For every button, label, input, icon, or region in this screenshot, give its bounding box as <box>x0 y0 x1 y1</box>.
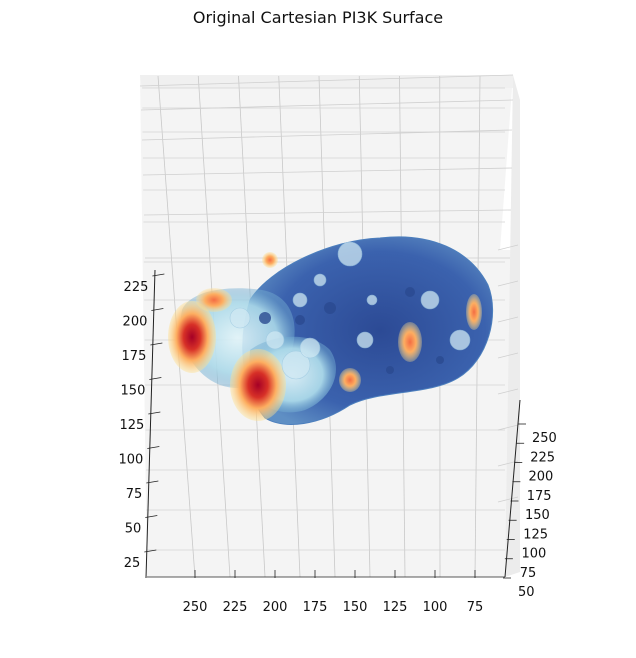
y-tick-label: 225 <box>530 450 555 465</box>
surface-bubble <box>337 241 363 267</box>
y-tick-label: 250 <box>532 431 557 446</box>
grid-line-side <box>497 424 519 431</box>
z-tick-mark <box>152 273 165 277</box>
grid-line-perspective <box>141 129 513 141</box>
y-tick-label: 75 <box>520 566 537 581</box>
y-tick-label: 50 <box>518 585 535 600</box>
z-tick-label: 225 <box>124 280 149 295</box>
x-tick-label: 100 <box>423 600 448 615</box>
z-tick-mark <box>146 480 159 484</box>
x-tick-label: 175 <box>303 600 328 615</box>
grid-line-perspective <box>140 99 514 111</box>
x-tick-label: 150 <box>343 600 368 615</box>
z-tick-mark <box>144 549 157 553</box>
surface-bubble <box>265 330 285 350</box>
x-tick-label: 75 <box>467 600 484 615</box>
hotspot-left <box>168 301 216 373</box>
tick-labels: 250 225 200 175 150 125 100 75 25 50 75 100 125 150 17… <box>119 273 557 615</box>
z-tick-label: 75 <box>126 487 143 502</box>
z-tick-mark <box>150 342 163 346</box>
surface-pit <box>259 312 271 324</box>
grid-line-side <box>497 280 519 287</box>
z-tick-label: 200 <box>123 315 148 330</box>
hotspot-top <box>262 252 278 268</box>
y-tick-label: 200 <box>529 470 554 485</box>
z-tick-label: 150 <box>121 384 146 399</box>
z-tick-label: 175 <box>122 349 147 364</box>
grid-line-side <box>497 352 519 359</box>
x-tick-label: 125 <box>383 600 408 615</box>
hotspot-left-top <box>196 288 232 312</box>
grid-line-perspective <box>142 167 513 176</box>
surface-pit <box>295 315 305 325</box>
hotspot-lower-left <box>230 349 286 421</box>
surface-bubble <box>229 307 251 329</box>
axis-lines <box>145 269 521 579</box>
x-tick-label: 250 <box>183 600 208 615</box>
z-tick-mark <box>149 377 162 380</box>
surface-bubble <box>313 273 327 287</box>
grid-line-perspective <box>143 209 512 216</box>
hotspot-edge <box>466 294 482 330</box>
grid-line-perspective <box>139 74 514 87</box>
surface-bubble <box>299 337 321 359</box>
x-tick-label: 200 <box>263 600 288 615</box>
surface-bubble <box>356 331 374 349</box>
surface-pit <box>386 366 394 374</box>
grid-line-side <box>497 496 519 503</box>
y-tick-label: 175 <box>527 489 552 504</box>
surface-bubble <box>292 292 308 308</box>
surface-bubble <box>420 290 440 310</box>
z-tick-label: 50 <box>125 522 142 537</box>
top-pane <box>140 75 513 88</box>
surface-bubble <box>449 329 471 351</box>
z-tick-label: 125 <box>120 418 145 433</box>
surface-bubble <box>281 350 311 380</box>
surface-pit <box>436 356 444 364</box>
z-tick-mark <box>145 515 158 518</box>
z-tick-mark <box>148 411 161 415</box>
z-tick-mark <box>151 308 164 311</box>
z-tick-label: 100 <box>119 453 144 468</box>
hotspot-right <box>398 322 422 362</box>
y-tick-label: 125 <box>523 527 548 542</box>
z-tick-mark <box>147 446 160 449</box>
x-tick-label: 225 <box>223 600 248 615</box>
hotspot-center <box>339 368 361 392</box>
z-tick-label: 25 <box>124 556 141 571</box>
side-pane <box>505 75 520 577</box>
grid-line-side <box>497 388 519 395</box>
surface-pit <box>324 302 336 314</box>
z-axis-line <box>145 269 156 579</box>
pi3k-surface <box>168 236 494 425</box>
surface-pit <box>405 287 415 297</box>
surface-bubble <box>366 294 378 306</box>
chart-title: Original Cartesian PI3K Surface <box>192 8 444 27</box>
grid-line-side <box>497 244 519 251</box>
y-axis-line <box>504 399 521 578</box>
y-tick-label: 100 <box>522 547 547 562</box>
grid-line-side <box>497 316 519 323</box>
y-tick-label: 150 <box>525 508 550 523</box>
